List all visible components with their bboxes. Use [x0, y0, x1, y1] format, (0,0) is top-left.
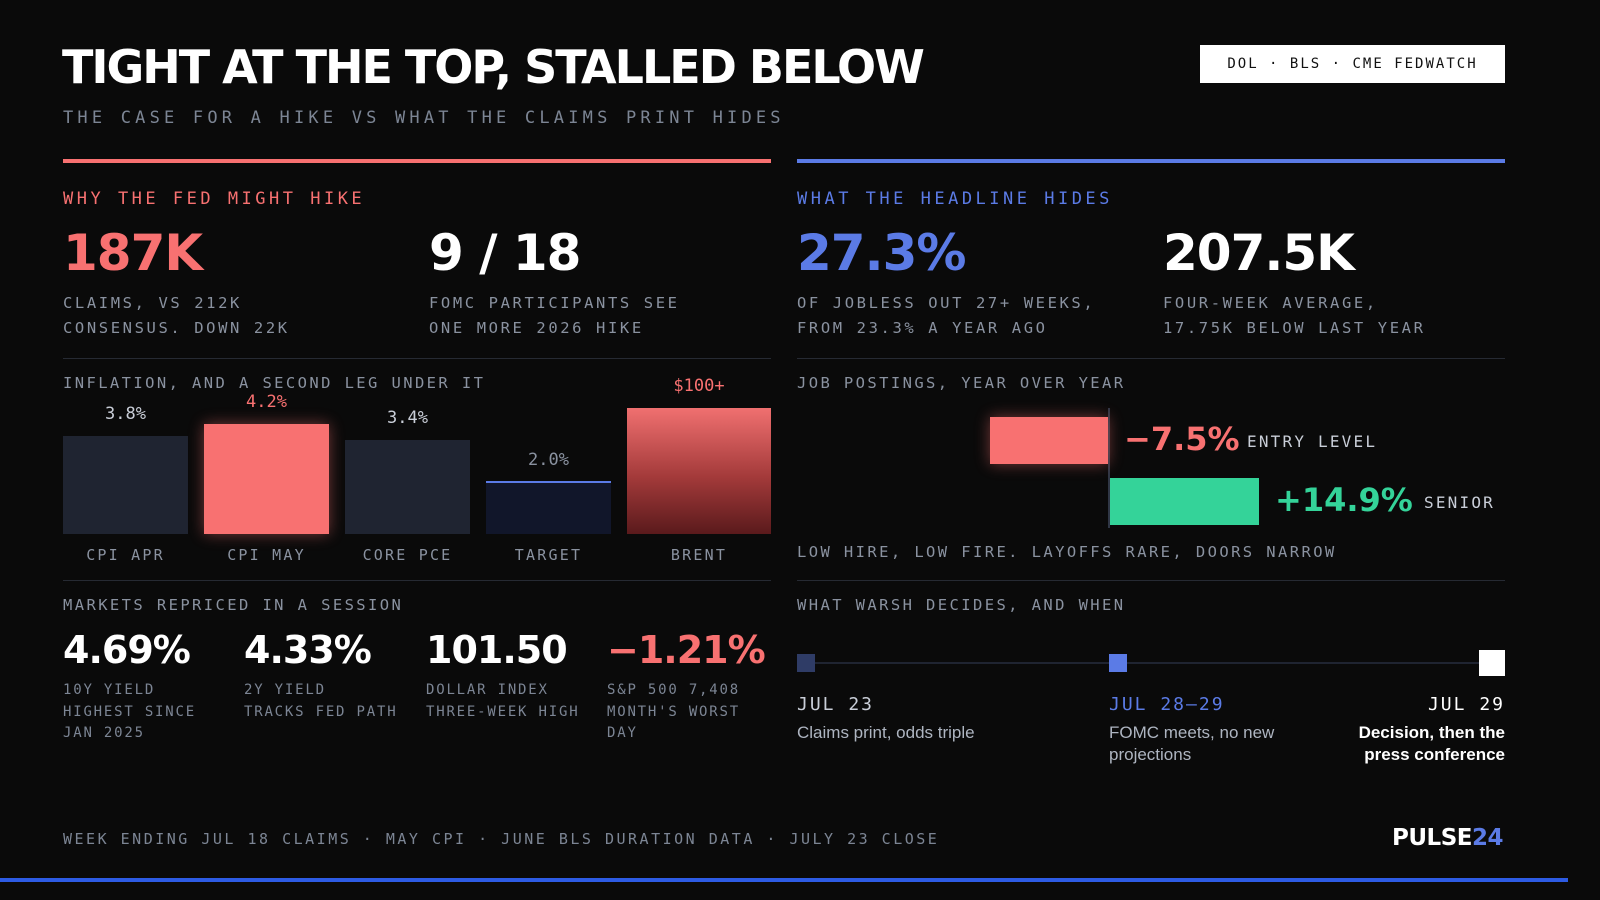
fomc-stat-description: FOMC PARTICIPANTS SEE ONE MORE 2026 HIKE	[429, 291, 680, 341]
footer-sources: WEEK ENDING JUL 18 CLAIMS · MAY CPI · JU…	[63, 830, 940, 848]
market-stat-10y: 4.69% 10Y YIELD HIGHEST SINCE JAN 2025	[63, 628, 196, 745]
left-section-heading: WHY THE FED MIGHT HIKE	[63, 189, 366, 209]
bar-value-cpi-apr: 3.8%	[105, 404, 146, 424]
timeline-desc-2: FOMC meets, no new projections	[1109, 723, 1275, 764]
bar-value-core-pce: 3.4%	[387, 408, 428, 428]
claims-desc-line2: CONSENSUS. DOWN 22K	[63, 319, 290, 337]
left-column-rule	[63, 159, 771, 163]
bar-target	[486, 481, 611, 534]
timeline-date-1: JUL 23	[797, 694, 875, 715]
postings-chart-heading: JOB POSTINGS, YEAR OVER YEAR	[797, 374, 1126, 392]
timeline-track	[806, 662, 1492, 664]
market-desc-line: DOLLAR INDEX	[426, 682, 549, 698]
market-desc-dollar: DOLLAR INDEX THREE-WEEK HIGH	[426, 680, 579, 723]
market-desc-2y: 2Y YIELD TRACKS FED PATH	[244, 680, 397, 723]
entry-level-value: −7.5%	[1124, 420, 1240, 458]
bar-value-brent: $100+	[673, 376, 725, 396]
long-term-jobless-description: OF JOBLESS OUT 27+ WEEKS, FROM 23.3% A Y…	[797, 291, 1095, 341]
market-desc-line: THREE-WEEK HIGH	[426, 703, 580, 720]
bar-value-cpi-may: 4.2%	[246, 392, 287, 412]
timeline-date-3: JUL 29	[1427, 694, 1505, 715]
senior-value: +14.9%	[1275, 481, 1413, 519]
inflation-chart-heading: INFLATION, AND A SECOND LEG UNDER IT	[63, 374, 486, 392]
timeline-desc-1: Claims print, odds triple	[797, 723, 975, 742]
bar-cpi-may	[204, 424, 329, 534]
claims-desc-line1: CLAIMS, VS 212K	[63, 294, 242, 312]
brand-number: 24	[1471, 825, 1504, 851]
markets-heading: MARKETS REPRICED IN A SESSION	[63, 596, 404, 614]
market-desc-10y: 10Y YIELD HIGHEST SINCE JAN 2025	[63, 680, 196, 745]
timeline-heading: WHAT WARSH DECIDES, AND WHEN	[797, 596, 1126, 614]
bar-label-cpi-apr: CPI APR	[86, 546, 165, 564]
market-value-dollar: 101.50	[426, 628, 568, 672]
right-divider-1	[797, 358, 1505, 359]
timeline-marker-jul28	[1109, 654, 1127, 672]
timeline-desc-3: Decision, then the press conference	[1358, 723, 1505, 764]
bar-value-target: 2.0%	[528, 450, 569, 470]
four-week-average-description: FOUR-WEEK AVERAGE, 17.75K BELOW LAST YEA…	[1163, 291, 1426, 341]
market-desc-sp500: S&P 500 7,408 MONTH'S WORST DAY	[607, 680, 765, 745]
left-divider-2	[63, 580, 771, 581]
market-stat-sp500: −1.21% S&P 500 7,408 MONTH'S WORST DAY	[607, 628, 766, 745]
market-value-10y: 4.69%	[63, 628, 191, 672]
postings-bar-chart: −7.5% ENTRY LEVEL +14.9% SENIOR	[797, 400, 1505, 540]
market-stat-dollar: 101.50 DOLLAR INDEX THREE-WEEK HIGH	[426, 628, 579, 723]
bar-label-brent: BRENT	[670, 546, 728, 564]
page-subtitle: THE CASE FOR A HIKE VS WHAT THE CLAIMS P…	[63, 108, 785, 128]
timeline-date-2: JUL 28–29	[1109, 694, 1225, 715]
postings-note: LOW HIRE, LOW FIRE. LAYOFFS RARE, DOORS …	[797, 543, 1337, 561]
market-desc-line: S&P 500 7,408	[607, 682, 740, 698]
four-week-average-value: 207.5K	[1163, 224, 1355, 282]
right-column-rule	[797, 159, 1505, 163]
fomc-desc-line1: FOMC PARTICIPANTS SEE	[429, 294, 680, 312]
long-term-jobless-value: 27.3%	[797, 224, 966, 282]
jobless-desc-line2: FROM 23.3% A YEAR AGO	[797, 319, 1048, 337]
right-section-heading: WHAT THE HEADLINE HIDES	[797, 189, 1113, 209]
brand-logo: PULSE24	[1392, 825, 1503, 851]
right-divider-2	[797, 580, 1505, 581]
inflation-bar-chart: 3.8% 4.2% 3.4% 2.0% $100+ CPI APR CPI MA…	[63, 370, 771, 570]
bar-label-core-pce: CORE PCE	[362, 546, 453, 564]
market-desc-line: HIGHEST SINCE	[63, 703, 196, 720]
source-badge: DOL · BLS · CME FEDWATCH	[1200, 45, 1505, 83]
market-desc-line: MONTH'S WORST	[607, 703, 740, 720]
market-desc-line: 10Y YIELD	[63, 682, 156, 698]
claims-stat-description: CLAIMS, VS 212K CONSENSUS. DOWN 22K	[63, 291, 290, 341]
bar-brent	[627, 408, 771, 534]
average-desc-line1: FOUR-WEEK AVERAGE,	[1163, 294, 1378, 312]
bar-core-pce	[345, 440, 470, 534]
market-desc-line: 2Y YIELD	[244, 682, 326, 698]
bar-label-target: TARGET	[514, 546, 583, 564]
senior-label: SENIOR	[1424, 493, 1495, 512]
market-desc-line: TRACKS FED PATH	[244, 703, 398, 720]
bar-cpi-apr	[63, 436, 188, 534]
page-title: TIGHT AT THE TOP, STALLED BELOW	[62, 40, 925, 94]
postings-zero-axis	[1108, 408, 1110, 528]
brand-name: PULSE	[1392, 825, 1472, 851]
claims-stat-value: 187K	[63, 224, 203, 282]
market-value-sp500: −1.21%	[607, 628, 766, 672]
entry-level-label: ENTRY LEVEL	[1247, 432, 1378, 451]
market-desc-line: DAY	[607, 725, 638, 741]
left-divider-1	[63, 358, 771, 359]
jobless-desc-line1: OF JOBLESS OUT 27+ WEEKS,	[797, 294, 1096, 312]
timeline-marker-jul29	[1479, 650, 1505, 676]
fomc-stat-value: 9 / 18	[429, 224, 581, 282]
bar-senior	[1110, 478, 1259, 525]
market-desc-line: JAN 2025	[63, 725, 145, 741]
bottom-accent-bar	[0, 878, 1568, 882]
timeline-marker-jul23	[797, 654, 815, 672]
bar-label-cpi-may: CPI MAY	[227, 546, 306, 564]
market-value-2y: 4.33%	[244, 628, 372, 672]
average-desc-line2: 17.75K BELOW LAST YEAR	[1163, 319, 1426, 337]
market-stat-2y: 4.33% 2Y YIELD TRACKS FED PATH	[244, 628, 397, 723]
fomc-desc-line2: ONE MORE 2026 HIKE	[429, 319, 644, 337]
bar-entry-level	[990, 417, 1108, 464]
